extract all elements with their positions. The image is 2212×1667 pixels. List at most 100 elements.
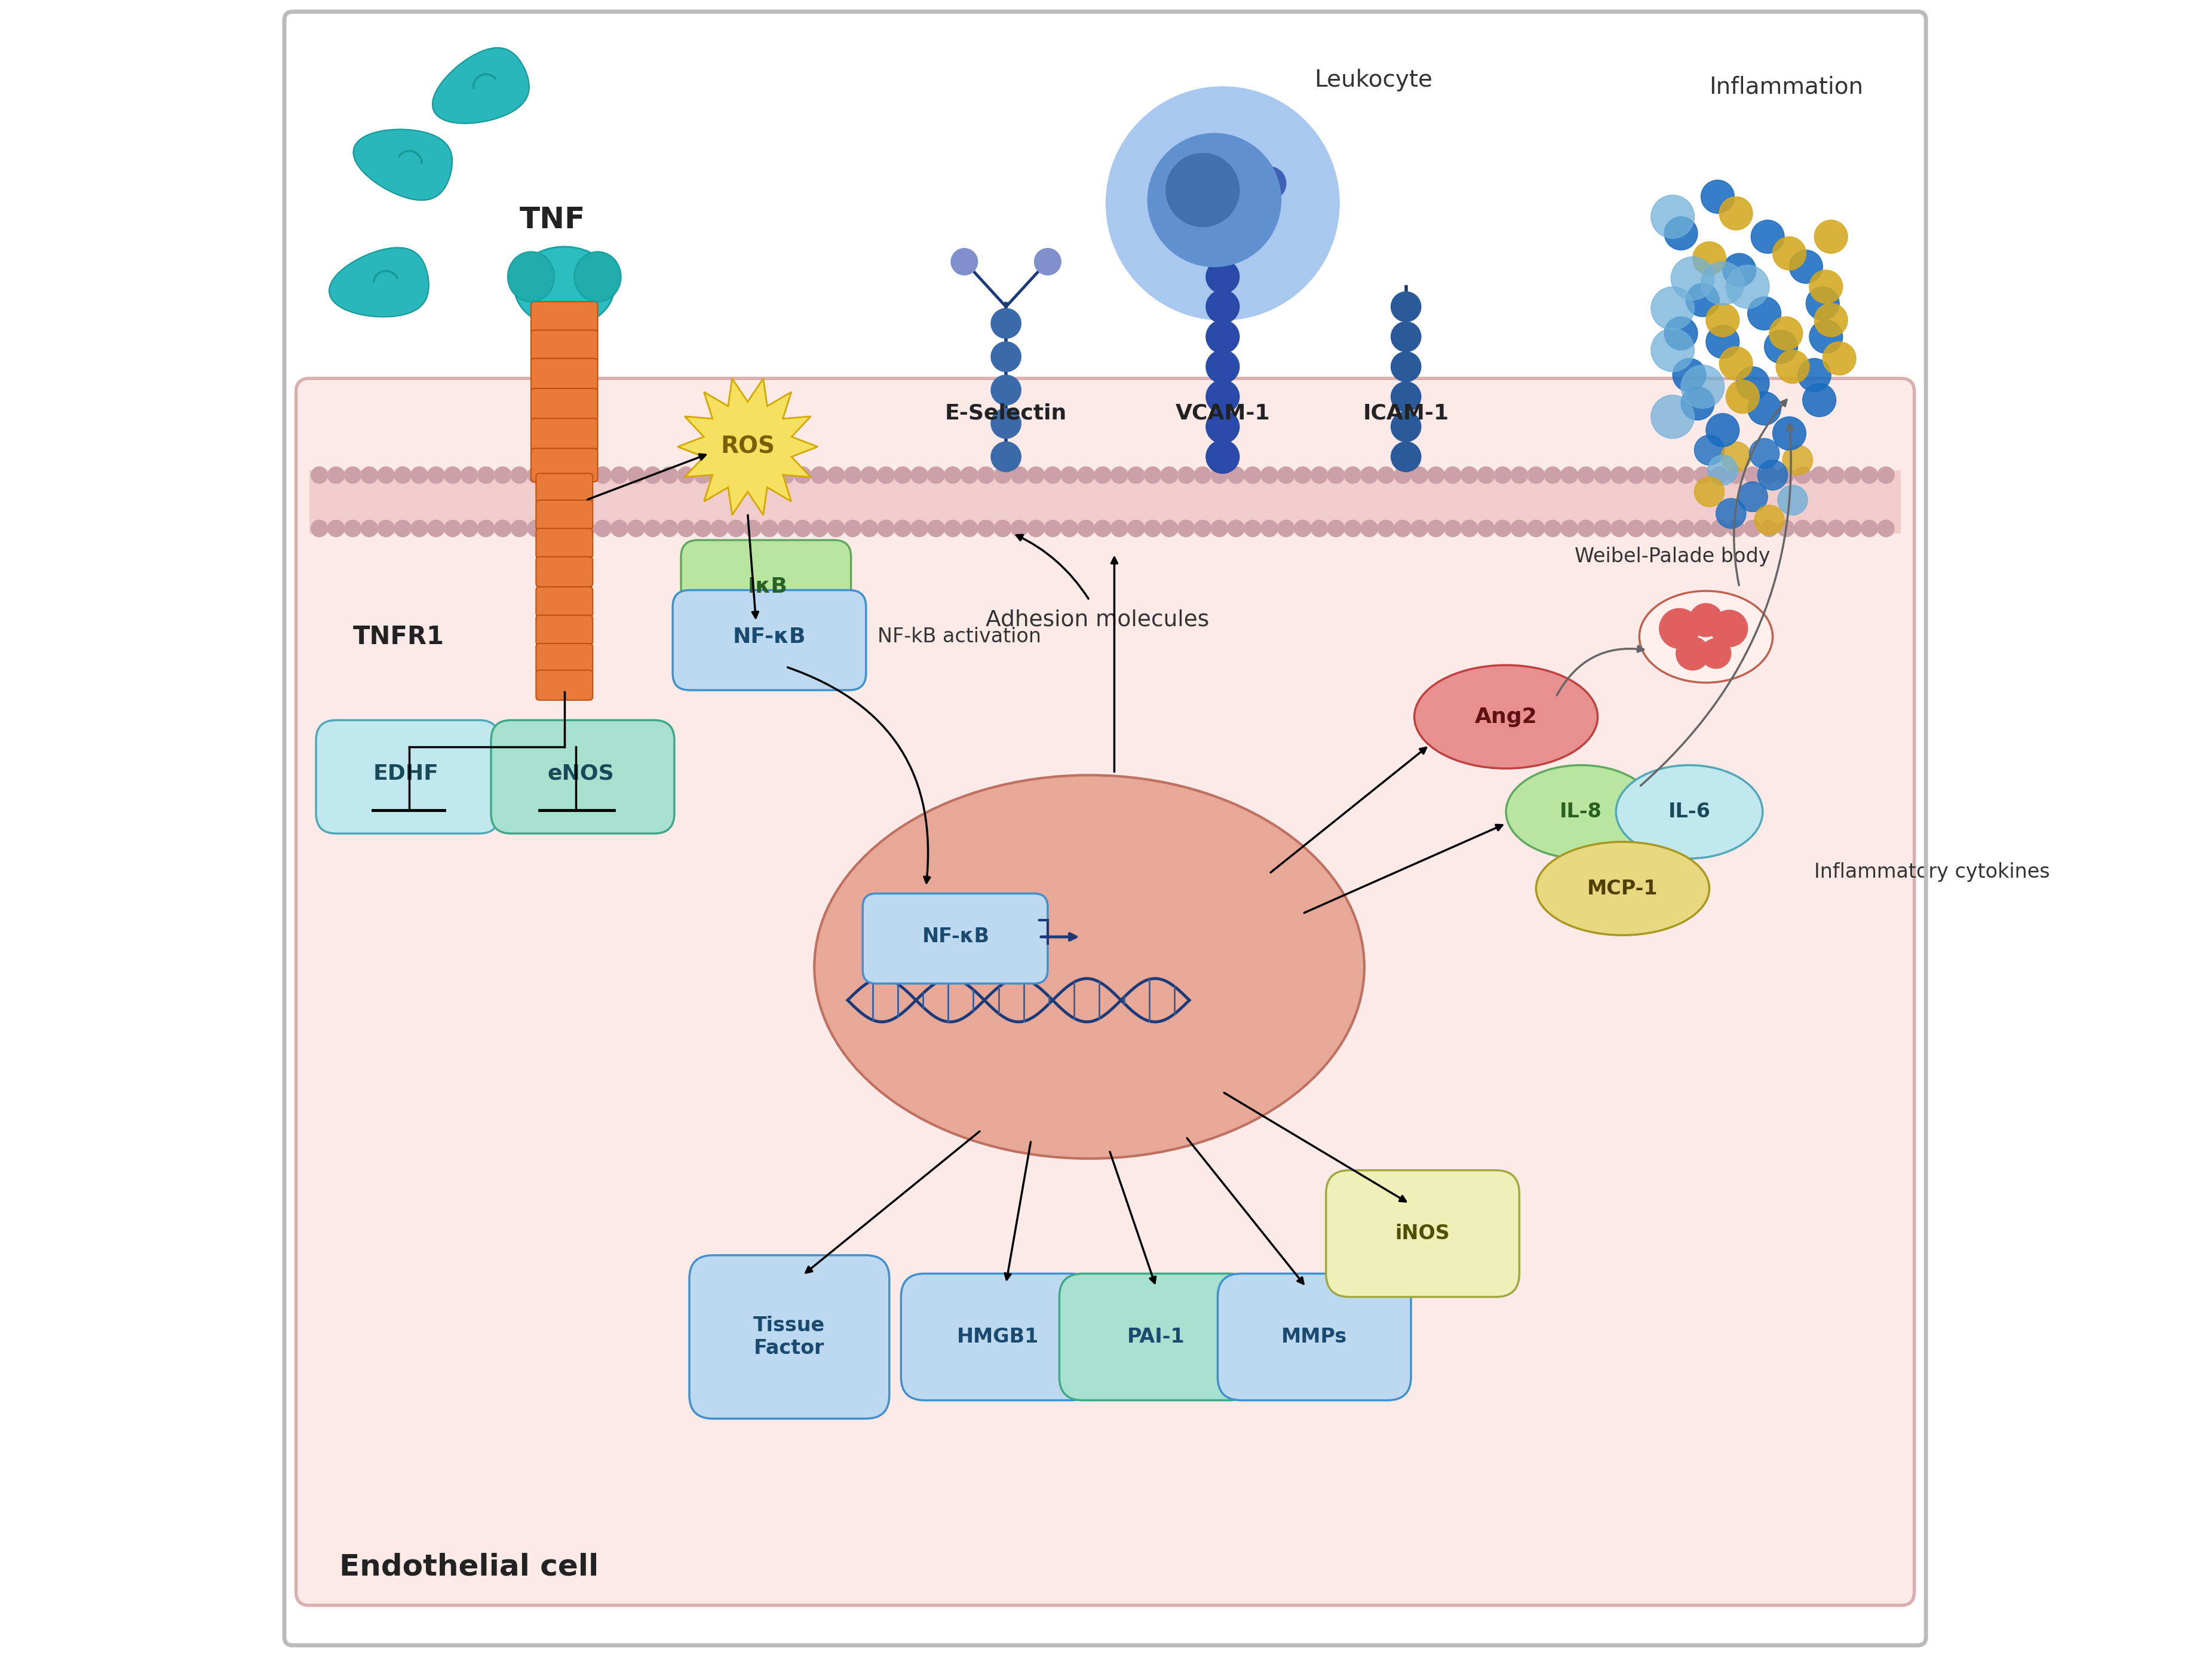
Circle shape xyxy=(1128,467,1144,483)
Circle shape xyxy=(1206,410,1239,443)
Text: MCP-1: MCP-1 xyxy=(1588,879,1659,899)
Circle shape xyxy=(1827,520,1845,537)
Circle shape xyxy=(960,467,978,483)
Circle shape xyxy=(1378,520,1394,537)
FancyBboxPatch shape xyxy=(535,473,593,503)
Circle shape xyxy=(1708,455,1739,485)
Circle shape xyxy=(1761,467,1778,483)
Circle shape xyxy=(445,467,460,483)
Circle shape xyxy=(1206,320,1239,353)
Circle shape xyxy=(878,467,894,483)
Circle shape xyxy=(1206,230,1239,263)
Circle shape xyxy=(991,342,1022,372)
FancyBboxPatch shape xyxy=(672,590,867,690)
Circle shape xyxy=(1029,467,1044,483)
Polygon shape xyxy=(677,378,818,515)
Circle shape xyxy=(728,467,745,483)
Circle shape xyxy=(1252,167,1285,200)
Ellipse shape xyxy=(1506,765,1657,859)
Circle shape xyxy=(1294,520,1312,537)
Circle shape xyxy=(1206,290,1239,323)
Circle shape xyxy=(1206,350,1239,383)
Circle shape xyxy=(1790,250,1823,283)
Circle shape xyxy=(1690,603,1723,637)
Circle shape xyxy=(1011,467,1029,483)
Circle shape xyxy=(1650,328,1694,372)
Circle shape xyxy=(1661,520,1677,537)
Circle shape xyxy=(960,520,978,537)
Circle shape xyxy=(1860,520,1878,537)
Circle shape xyxy=(511,467,529,483)
Circle shape xyxy=(745,520,761,537)
Circle shape xyxy=(1210,467,1228,483)
Circle shape xyxy=(951,248,978,275)
Circle shape xyxy=(1312,467,1327,483)
Circle shape xyxy=(1765,330,1798,363)
Circle shape xyxy=(1391,442,1420,472)
Circle shape xyxy=(1460,467,1478,483)
Circle shape xyxy=(1659,608,1699,648)
Circle shape xyxy=(312,467,327,483)
FancyBboxPatch shape xyxy=(316,720,500,834)
Text: eNOS: eNOS xyxy=(549,763,615,783)
Circle shape xyxy=(991,408,1022,438)
Circle shape xyxy=(1794,520,1812,537)
Circle shape xyxy=(1823,342,1856,375)
Circle shape xyxy=(327,520,345,537)
Circle shape xyxy=(1677,467,1694,483)
Circle shape xyxy=(1644,520,1661,537)
Circle shape xyxy=(1144,467,1161,483)
Circle shape xyxy=(544,520,562,537)
Circle shape xyxy=(1562,467,1577,483)
Circle shape xyxy=(1210,520,1228,537)
Circle shape xyxy=(1725,265,1770,308)
Circle shape xyxy=(1628,520,1644,537)
Circle shape xyxy=(1694,435,1725,465)
Circle shape xyxy=(710,467,728,483)
Circle shape xyxy=(1595,520,1610,537)
Circle shape xyxy=(1721,442,1752,472)
Circle shape xyxy=(394,467,411,483)
Circle shape xyxy=(1206,380,1239,413)
Circle shape xyxy=(1194,467,1210,483)
Circle shape xyxy=(927,467,945,483)
Circle shape xyxy=(677,467,695,483)
Circle shape xyxy=(1772,237,1805,270)
Circle shape xyxy=(1544,520,1562,537)
Circle shape xyxy=(1011,520,1029,537)
Circle shape xyxy=(1812,467,1827,483)
Circle shape xyxy=(1750,438,1778,468)
Circle shape xyxy=(394,520,411,537)
Text: IL-8: IL-8 xyxy=(1559,802,1601,822)
Circle shape xyxy=(1686,283,1719,317)
Circle shape xyxy=(1778,485,1807,515)
Text: Ang2: Ang2 xyxy=(1475,707,1537,727)
Circle shape xyxy=(1411,520,1427,537)
Text: MMPs: MMPs xyxy=(1281,1327,1347,1347)
Circle shape xyxy=(1719,197,1752,230)
Circle shape xyxy=(1391,292,1420,322)
Circle shape xyxy=(728,520,745,537)
Text: TNFR1: TNFR1 xyxy=(352,623,445,650)
Circle shape xyxy=(1778,467,1794,483)
Circle shape xyxy=(1312,520,1327,537)
Circle shape xyxy=(595,467,611,483)
Polygon shape xyxy=(330,248,429,317)
Circle shape xyxy=(1728,467,1745,483)
Circle shape xyxy=(1161,467,1177,483)
Circle shape xyxy=(493,520,511,537)
Ellipse shape xyxy=(1413,665,1597,768)
Circle shape xyxy=(827,520,845,537)
FancyBboxPatch shape xyxy=(491,720,675,834)
Circle shape xyxy=(562,520,577,537)
Text: iNOS: iNOS xyxy=(1396,1224,1451,1244)
Circle shape xyxy=(1245,520,1261,537)
FancyBboxPatch shape xyxy=(535,587,593,617)
Circle shape xyxy=(1805,287,1840,320)
Circle shape xyxy=(894,467,911,483)
Circle shape xyxy=(411,520,427,537)
Circle shape xyxy=(1812,520,1827,537)
Circle shape xyxy=(1327,467,1345,483)
Circle shape xyxy=(1644,467,1661,483)
Circle shape xyxy=(1878,467,1893,483)
